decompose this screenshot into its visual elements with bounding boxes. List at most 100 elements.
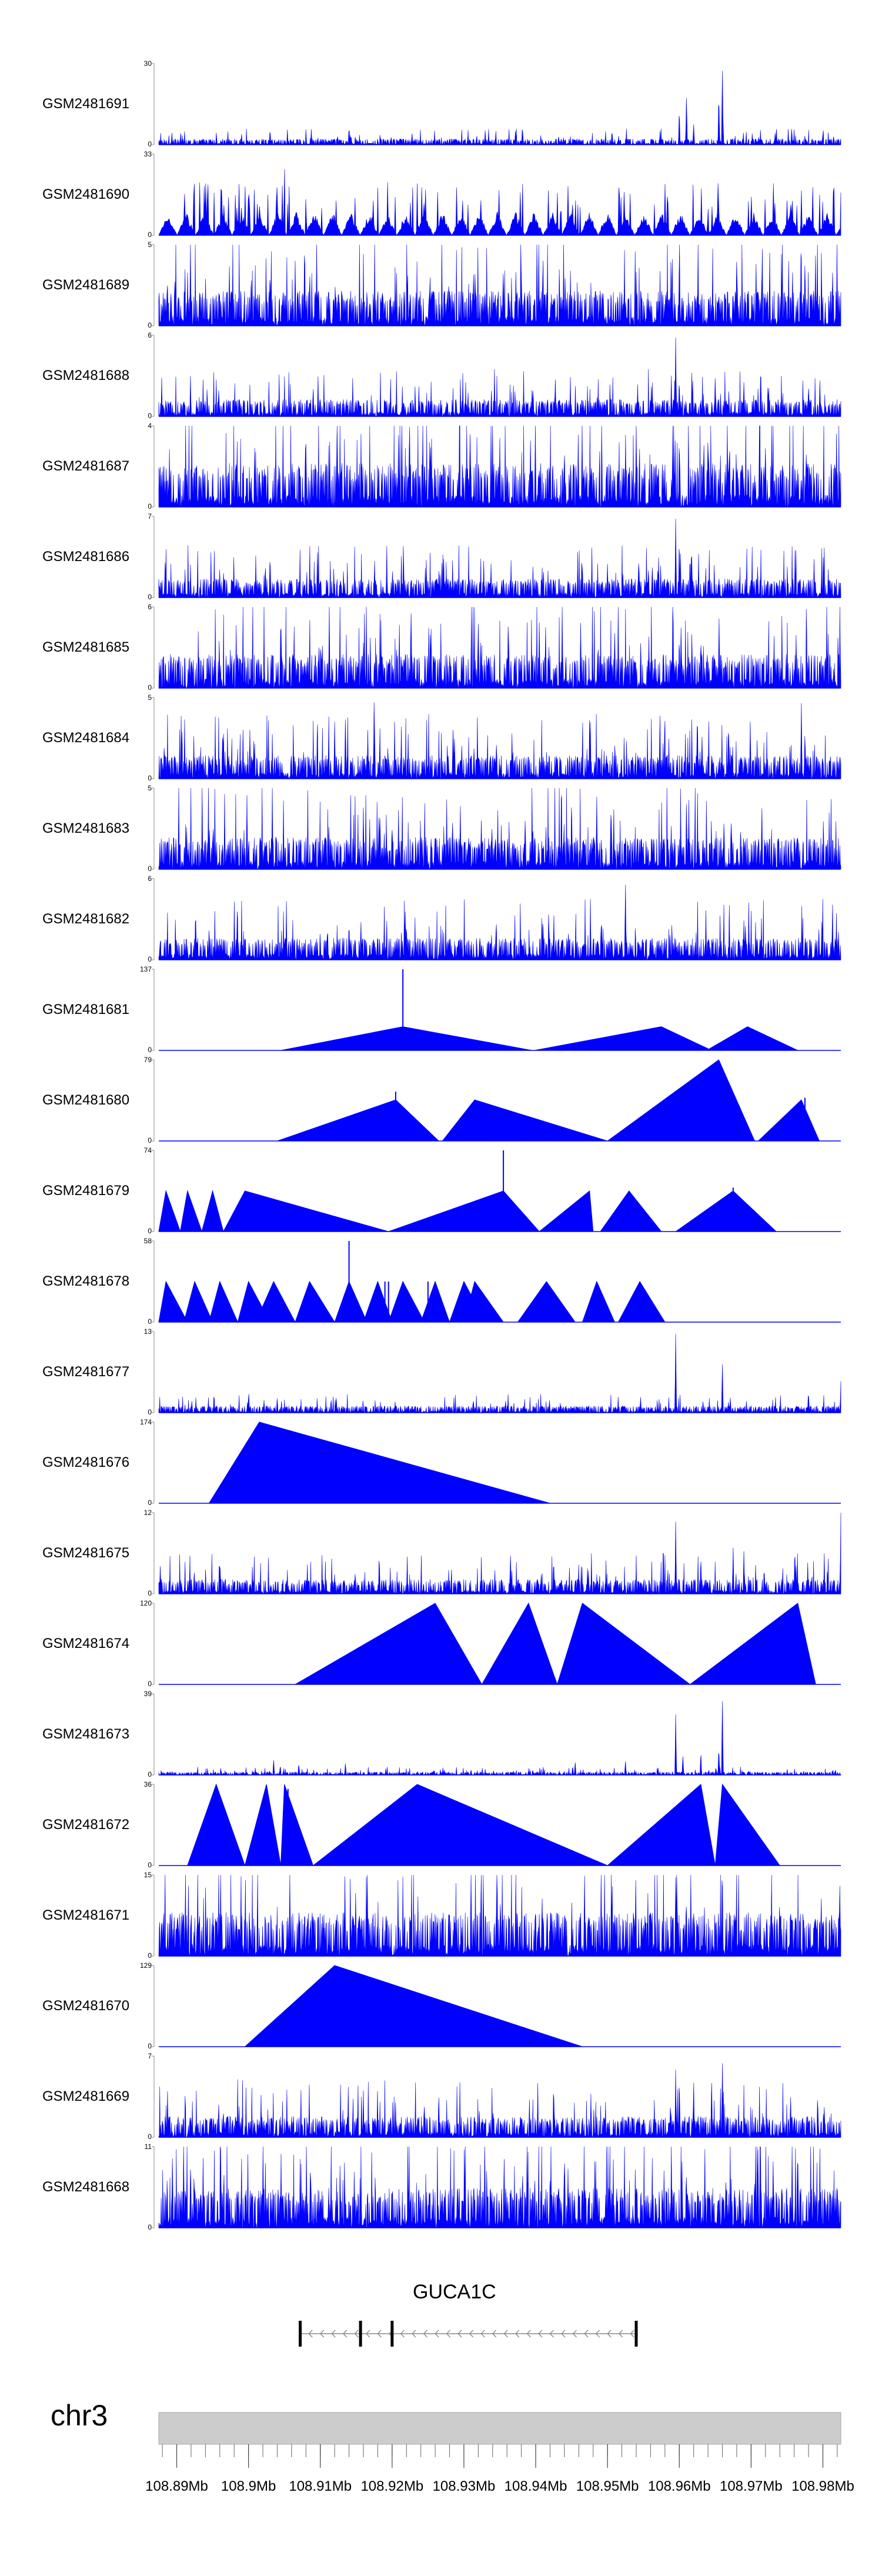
strand-arrow-icon bbox=[492, 2330, 497, 2338]
signal-triangle bbox=[280, 1026, 533, 1051]
signal-triangle bbox=[420, 1280, 450, 1323]
strand-arrow-icon bbox=[423, 2330, 428, 2338]
y-axis-min-label: 0 bbox=[148, 1951, 152, 1960]
track-label: GSM2481681 bbox=[42, 1002, 130, 1017]
y-axis-max-label: 58 bbox=[143, 1237, 152, 1245]
track-label: GSM2481669 bbox=[42, 2088, 130, 2104]
y-axis-min-label: 0 bbox=[148, 1589, 152, 1597]
signal-triangle bbox=[255, 1280, 296, 1323]
signal-triangle bbox=[599, 1190, 662, 1232]
y-axis-min-label: 0 bbox=[148, 1861, 152, 1869]
y-axis-max-label: 33 bbox=[143, 150, 152, 158]
y-axis-min-label: 0 bbox=[148, 774, 152, 782]
signal-triangle bbox=[312, 1784, 608, 1866]
y-axis-max-label: 5 bbox=[148, 784, 152, 792]
signal-triangle bbox=[442, 1099, 608, 1142]
x-axis-tick-label: 108.96Mb bbox=[647, 2478, 711, 2494]
track-label: GSM2481678 bbox=[42, 1273, 130, 1289]
signal-triangle bbox=[606, 1784, 716, 1866]
y-axis-min-label: 0 bbox=[148, 321, 152, 329]
signal-triangle bbox=[223, 1190, 389, 1232]
track-label: GSM2481690 bbox=[42, 186, 130, 202]
gene-name-label: GUCA1C bbox=[413, 2281, 496, 2303]
signal-triangle bbox=[158, 1280, 188, 1323]
signal-area bbox=[158, 71, 841, 146]
signal-triangle bbox=[557, 1603, 691, 1685]
signal-triangle bbox=[158, 1190, 181, 1232]
chromosome-label: chr3 bbox=[51, 2399, 108, 2432]
y-axis-max-label: 7 bbox=[148, 2052, 152, 2060]
signal-area bbox=[158, 244, 841, 326]
signal-triangle bbox=[363, 1280, 393, 1323]
track-label: GSM2481680 bbox=[42, 1092, 130, 1108]
track-label: GSM2481675 bbox=[42, 1545, 130, 1561]
strand-arrow-icon bbox=[319, 2330, 325, 2338]
track-label: GSM2481677 bbox=[42, 1364, 130, 1380]
track-label: GSM2481686 bbox=[42, 549, 130, 565]
signal-triangle bbox=[183, 1280, 213, 1323]
y-axis-max-label: 6 bbox=[148, 603, 152, 611]
signal-triangle bbox=[295, 1280, 336, 1323]
signal-triangle bbox=[244, 1784, 282, 1866]
track-label: GSM2481688 bbox=[42, 368, 130, 383]
y-axis-max-label: 4 bbox=[148, 422, 152, 430]
signal-triangle bbox=[277, 1099, 440, 1142]
y-axis-max-label: 5 bbox=[148, 241, 152, 249]
track-label: GSM2481674 bbox=[42, 1636, 130, 1651]
y-axis-max-label: 137 bbox=[139, 965, 152, 973]
chromosome-ideogram bbox=[158, 2412, 841, 2445]
strand-arrow-icon bbox=[331, 2330, 336, 2338]
signal-triangle bbox=[534, 1026, 712, 1051]
track-label: GSM2481668 bbox=[42, 2179, 130, 2195]
y-axis-min-label: 0 bbox=[148, 683, 152, 692]
strand-arrow-icon bbox=[595, 2330, 600, 2338]
signal-area bbox=[158, 338, 841, 418]
strand-arrow-icon bbox=[469, 2330, 474, 2338]
y-axis-min-label: 0 bbox=[148, 502, 152, 510]
strand-arrow-icon bbox=[457, 2330, 462, 2338]
signal-triangle bbox=[674, 1190, 777, 1232]
signal-area bbox=[158, 702, 841, 779]
signal-triangle bbox=[714, 1783, 781, 1866]
signal-area bbox=[158, 885, 841, 960]
y-axis-min-label: 0 bbox=[148, 1408, 152, 1416]
strand-arrow-icon bbox=[526, 2330, 531, 2338]
y-axis-min-label: 0 bbox=[148, 1046, 152, 1054]
track-label: GSM2481670 bbox=[42, 1998, 130, 2014]
track-label: GSM2481689 bbox=[42, 277, 130, 293]
y-axis-min-label: 0 bbox=[148, 2133, 152, 2141]
y-axis-min-label: 0 bbox=[148, 2223, 152, 2231]
signal-triangle bbox=[388, 1190, 540, 1232]
strand-arrow-icon bbox=[503, 2330, 508, 2338]
signal-triangle bbox=[180, 1190, 202, 1232]
x-axis-tick-label: 108.94Mb bbox=[504, 2478, 567, 2494]
track-label: GSM2481679 bbox=[42, 1183, 130, 1199]
signal-triangle bbox=[689, 1603, 816, 1685]
strand-arrow-icon bbox=[400, 2330, 405, 2338]
signal-triangle bbox=[294, 1603, 483, 1685]
strand-arrow-icon bbox=[572, 2330, 577, 2338]
track-label: GSM2481691 bbox=[42, 96, 130, 112]
y-axis-min-label: 0 bbox=[148, 1770, 152, 1778]
signal-triangle bbox=[388, 1280, 425, 1323]
y-axis-max-label: 13 bbox=[143, 1327, 152, 1336]
signal-triangle bbox=[606, 1059, 756, 1142]
signal-area bbox=[158, 1334, 841, 1414]
signal-triangle bbox=[705, 1026, 798, 1051]
x-axis-tick-label: 108.98Mb bbox=[791, 2478, 854, 2494]
y-axis-max-label: 5 bbox=[148, 693, 152, 702]
y-axis-max-label: 6 bbox=[148, 875, 152, 883]
y-axis-min-label: 0 bbox=[148, 1680, 152, 1688]
signal-triangle bbox=[201, 1190, 224, 1232]
strand-arrow-icon bbox=[354, 2330, 359, 2338]
signal-triangle bbox=[244, 1965, 583, 2047]
y-axis-min-label: 0 bbox=[148, 140, 152, 148]
signal-area bbox=[158, 2146, 841, 2228]
signal-triangle bbox=[757, 1099, 820, 1142]
gene-exon bbox=[299, 2321, 302, 2347]
y-axis-min-label: 0 bbox=[148, 2042, 152, 2050]
signal-triangle bbox=[208, 1280, 239, 1323]
y-axis-max-label: 129 bbox=[139, 1961, 152, 1970]
